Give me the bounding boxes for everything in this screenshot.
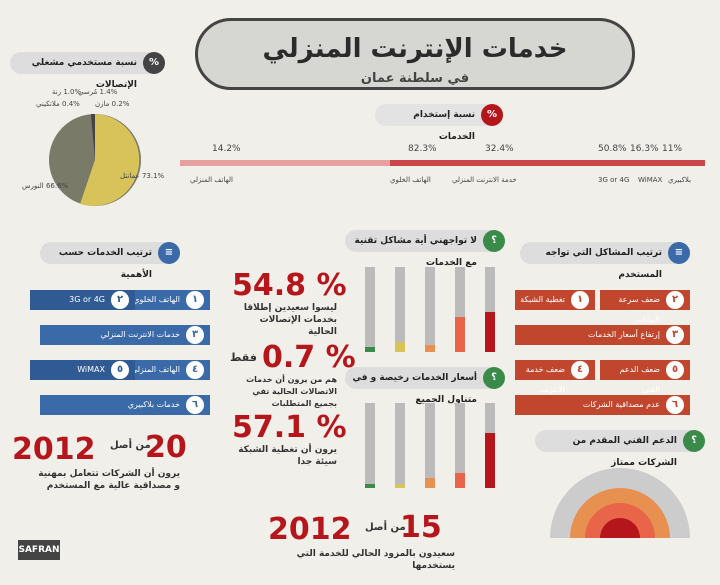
check-icon: ؟ bbox=[483, 367, 505, 389]
pie-label-nawras: 66.6% النورس bbox=[22, 182, 69, 190]
pie-label-mursi: 1.4% مُرسي bbox=[78, 88, 118, 96]
page-title: خدمات الإنترنت المنزلي bbox=[262, 34, 568, 64]
problems-tag: ترتيب المشاكل التي تواجه المستخدم ≡ bbox=[520, 242, 690, 280]
usage-label-blackberry: بلاكبيري bbox=[668, 176, 692, 184]
ranking-row-5: WiMAX ٥ bbox=[30, 360, 135, 380]
problem-row-2: ضعف سرعة البيانات ٢ bbox=[600, 290, 690, 324]
problem-row-1: تغطية الشبكة ١ bbox=[515, 290, 595, 310]
pie-label-rinna: 1.0% رنة bbox=[52, 88, 82, 96]
usage-label-3g: 3G or 4G bbox=[598, 176, 630, 184]
ranking-row-3: خدمات الانترنت المنزلي ٣ bbox=[40, 325, 210, 345]
bottom-stat-big: 15 bbox=[400, 510, 442, 545]
footer-brand: SAFRAN bbox=[18, 540, 60, 560]
ranking-tag-label: ترتيب الخدمات حسب الأهمية bbox=[58, 248, 152, 280]
support-label: الدعم الفني المقدم من الشركات ممتاز bbox=[572, 436, 677, 468]
left-stat-from: من أصل bbox=[110, 440, 151, 451]
usage-value-mobile: 82.3% bbox=[408, 144, 437, 154]
usage-label-home-internet: خدمة الانترنت المنزلي bbox=[452, 176, 517, 184]
stat-1-pct: 54.8 % bbox=[232, 268, 347, 303]
ranking-row-2: 3G or 4G ٢ bbox=[30, 290, 135, 310]
list-icon: ≡ bbox=[668, 242, 690, 264]
list-icon: ≡ bbox=[158, 242, 180, 264]
prices-bars bbox=[365, 403, 495, 488]
title-banner: خدمات الإنترنت المنزلي في سلطنة عمان bbox=[195, 18, 635, 90]
pie-slice-omantel bbox=[80, 114, 140, 206]
bottom-stat-total: 2012 bbox=[268, 512, 352, 547]
ranking-row-6: خدمات بلاكبيري ٦ bbox=[40, 395, 210, 415]
stat-1-text: ليسوا سعيدين إطلاقا بخدمات الإتصالات الح… bbox=[243, 303, 337, 337]
pie-label-malatkini: 0.4% ملاتكيني bbox=[36, 100, 80, 108]
check-icon: ؟ bbox=[483, 230, 505, 252]
problem-row-6: عدم مصداقية الشركات ٦ bbox=[515, 395, 690, 415]
pie-slice-small bbox=[91, 113, 95, 160]
pie-label-mazen: 0.2% مازن bbox=[95, 100, 130, 108]
usage-label-mobile: الهاتف الخلوي bbox=[390, 176, 431, 184]
usage-tag: نسبة إستخدام الخدمات % bbox=[375, 104, 503, 142]
usage-label-wimax: WiMAX bbox=[638, 176, 663, 184]
support-tag: الدعم الفني المقدم من الشركات ممتاز ؟ bbox=[535, 430, 705, 468]
stat-2-pct: 0.7 % bbox=[262, 340, 356, 375]
usage-value-home-internet: 32.4% bbox=[485, 144, 514, 154]
left-stat-big: 20 bbox=[145, 430, 187, 465]
percent-icon: % bbox=[143, 52, 165, 74]
problem-row-5: ضعف الدعم الفني ٥ bbox=[600, 360, 690, 394]
usage-label-landline: الهاتف المنزلي bbox=[190, 176, 233, 184]
stat-3-text: يرون أن تغطية الشبكة سيئة جدا bbox=[238, 445, 337, 467]
share-tag: نسبة مستخدمي مشغلي الإتصالات % bbox=[10, 52, 165, 90]
problem-row-3: إرتفاع أسعار الخدمات ٣ bbox=[515, 325, 690, 345]
usage-bar-light bbox=[180, 160, 390, 166]
ranking-tag: ترتيب الخدمات حسب الأهمية ≡ bbox=[40, 242, 180, 280]
usage-bar bbox=[180, 160, 705, 166]
problems-tag-label: ترتيب المشاكل التي تواجه المستخدم bbox=[545, 248, 662, 280]
usage-value-3g: 50.8% bbox=[598, 144, 627, 154]
prices-label: أسعار الخدمات رخيصة و في متناول الجميع bbox=[352, 373, 477, 405]
left-stat-total: 2012 bbox=[12, 432, 96, 467]
no-problems-label: لا تواجهني أية مشاكل تقنية مع الخدمات bbox=[354, 236, 477, 268]
no-problems-bars bbox=[365, 267, 495, 352]
stat-2-prefix: فقط bbox=[230, 351, 257, 364]
bottom-stat-from: من أصل bbox=[365, 522, 406, 533]
usage-value-blackberry: 11% bbox=[662, 144, 683, 154]
bottom-stat-text: سعيدون بالمزود الحالي للخدمة التي يستخدم… bbox=[296, 549, 455, 571]
left-stat-text: يرون أن الشركات تتعامل بمهنية و مصداقية … bbox=[38, 469, 180, 491]
page-subtitle: في سلطنة عمان bbox=[360, 71, 470, 86]
pie-label-omantel: 73.1% عمانتل bbox=[120, 172, 165, 180]
support-semicircles bbox=[550, 468, 690, 538]
prices-tag: أسعار الخدمات رخيصة و في متناول الجميع ؟ bbox=[345, 367, 505, 405]
percent-icon: % bbox=[481, 104, 503, 126]
no-problems-tag: لا تواجهني أية مشاكل تقنية مع الخدمات ؟ bbox=[345, 230, 505, 268]
stat-2-text: هم من يرون أن خدمات الاتصالات الحالية تف… bbox=[246, 375, 337, 408]
stat-3-pct: 57.1 % bbox=[232, 410, 347, 445]
check-icon: ؟ bbox=[683, 430, 705, 452]
operator-pie-chart bbox=[49, 113, 141, 206]
usage-value-wimax: 16.3% bbox=[630, 144, 659, 154]
usage-tag-label: نسبة إستخدام الخدمات bbox=[413, 110, 475, 142]
share-tag-label: نسبة مستخدمي مشغلي الإتصالات bbox=[31, 58, 137, 90]
usage-value-landline: 14.2% bbox=[212, 144, 241, 154]
